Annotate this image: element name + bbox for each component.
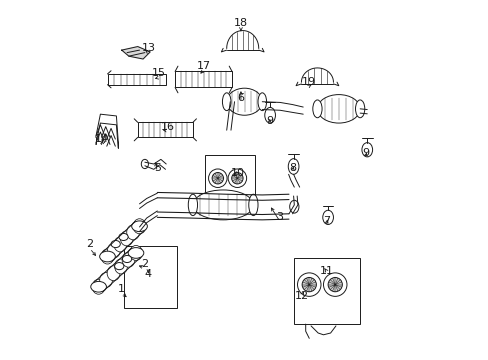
Text: 12: 12 [294,291,308,301]
Ellipse shape [131,221,147,231]
Text: 11: 11 [319,266,333,276]
Circle shape [297,273,320,296]
Circle shape [302,278,316,292]
Text: 5: 5 [154,163,161,172]
Bar [138,122,192,137]
Bar [294,258,359,324]
Circle shape [228,169,246,188]
Text: 1: 1 [118,284,125,293]
Ellipse shape [133,219,145,234]
Ellipse shape [92,279,105,294]
Ellipse shape [129,246,142,260]
Text: 10: 10 [230,168,244,178]
Ellipse shape [114,259,127,274]
Ellipse shape [288,159,298,174]
Circle shape [212,172,223,184]
Text: 9: 9 [361,148,368,158]
Ellipse shape [264,107,275,123]
Bar [175,72,232,87]
Ellipse shape [107,243,120,258]
Ellipse shape [188,194,197,216]
Ellipse shape [107,266,120,281]
Text: 17: 17 [196,61,210,71]
Ellipse shape [258,93,266,111]
Text: 2: 2 [86,239,93,249]
Bar [205,155,255,201]
Ellipse shape [101,249,114,264]
Circle shape [327,278,342,292]
Ellipse shape [361,143,372,157]
Text: 14: 14 [95,134,109,144]
Text: 6: 6 [237,93,244,103]
Ellipse shape [119,233,128,240]
Text: 2: 2 [141,258,148,269]
Text: 8: 8 [288,163,296,172]
Ellipse shape [355,100,364,118]
Bar [107,74,166,85]
Ellipse shape [114,262,123,270]
Ellipse shape [128,248,143,258]
Circle shape [231,172,243,184]
Circle shape [323,273,346,296]
Text: 4: 4 [144,269,152,279]
Ellipse shape [312,100,322,118]
Ellipse shape [222,93,230,111]
Ellipse shape [322,210,333,225]
Ellipse shape [111,240,120,248]
Text: 3: 3 [276,212,283,222]
Ellipse shape [120,231,133,246]
Ellipse shape [122,256,131,262]
Ellipse shape [141,159,148,168]
Circle shape [208,169,226,188]
Text: 16: 16 [161,122,175,132]
Text: 9: 9 [265,116,272,126]
Ellipse shape [248,194,258,216]
Ellipse shape [317,95,359,123]
Ellipse shape [100,251,115,262]
Ellipse shape [289,200,298,213]
Text: 19: 19 [301,77,315,87]
Ellipse shape [100,273,112,287]
Ellipse shape [226,88,262,115]
Ellipse shape [192,190,253,220]
Ellipse shape [114,237,126,252]
Text: 18: 18 [233,18,247,28]
Text: 13: 13 [141,43,155,53]
Bar [123,246,177,308]
Ellipse shape [126,225,139,240]
Ellipse shape [91,282,106,292]
Ellipse shape [122,252,135,267]
Polygon shape [122,46,150,59]
Text: 7: 7 [322,216,329,226]
Text: 15: 15 [152,68,166,78]
